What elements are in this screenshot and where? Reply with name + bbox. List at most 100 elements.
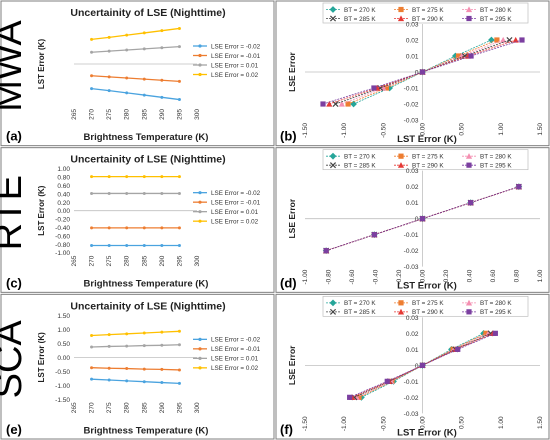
x-tick-label: 280 [124,402,131,413]
line-chart: MWA Uncertainity of LSE (Nighttime) LST Er… [0,7,261,143]
data-point [125,344,129,348]
legend-label: BT = 280 K [480,153,512,160]
legend-label: BT = 270 K [344,7,376,14]
x-tick-label: -1.00 [341,123,348,138]
legend-marker [198,200,202,204]
data-point [90,50,94,54]
y-axis-title: LST Error (K) [37,39,46,90]
data-point [90,377,94,381]
legend-marker [329,152,337,160]
data-point [107,333,111,337]
data-point [107,75,111,79]
legend-label: BT = 275 K [412,7,444,14]
series-line [91,330,180,337]
x-tick-label: 0.50 [459,123,466,136]
data-point [142,226,146,230]
x-tick-label: 275 [106,109,113,120]
legend-label: BT = 270 K [344,153,376,160]
chart-title: Uncertainity of LSE (Nighttime) [70,7,225,19]
x-tick-label: 1.50 [537,123,544,136]
y-tick-label: -0.60 [55,233,70,240]
legend-label: LSE Error = -0.02 [211,190,261,197]
data-point [90,334,94,337]
legend-label: BT = 280 K [480,300,512,307]
series-line [326,186,519,252]
y-tick-label: -0.80 [55,242,70,249]
y-tick-label: 0.01 [406,54,419,61]
x-axis-title: LST Error (K) [397,427,457,438]
x-tick-label: 0.00 [420,416,427,429]
x-tick-label: 265 [71,109,78,120]
x-axis-title: LST Error (K) [397,281,457,292]
legend-marker [329,15,337,22]
data-point [371,232,377,238]
x-tick-label: 295 [176,109,183,120]
y-axis-title: LSE Error [287,51,297,91]
y-tick-label: 0.20 [57,200,70,207]
x-tick-label: -1.50 [302,416,309,431]
y-tick-label: 0.02 [406,38,419,45]
legend-box [322,295,529,317]
x-tick-label: -1.00 [302,269,309,284]
data-point [125,33,129,37]
panel-label: (b) [280,129,297,144]
legend-label: BT = 275 K [412,153,444,160]
x-axis-title: Brightness Temperature (K) [84,279,209,290]
y-axis-title: LST Error (K) [37,332,46,383]
legend-label: LSE Error = 0.01 [211,356,259,363]
legend-marker [329,162,337,169]
series-line [91,27,180,41]
panel-label: (a) [6,129,22,144]
legend-marker [397,162,405,168]
data-point [494,37,500,43]
legend-marker [198,44,202,48]
x-tick-label: 0.00 [420,269,427,282]
data-point [90,37,94,41]
panel-label: (d) [280,275,297,290]
data-point [90,244,94,248]
x-axis-title: LST Error (K) [397,134,457,145]
x-tick-label: 275 [106,255,113,266]
legend-marker [198,72,202,77]
scatter-chart: BT = 270 K BT = 275 K BT = 280 K BT = 285 K… [287,149,544,292]
x-tick-label: -0.80 [326,269,333,284]
legend-label: BT = 285 K [344,162,376,169]
legend-label: BT = 270 K [344,300,376,307]
x-tick-label: 290 [159,255,166,266]
data-point [107,49,111,53]
x-tick-label: 0.40 [467,269,474,282]
y-tick-label: 0.00 [57,208,70,215]
x-tick-label: 1.00 [498,123,505,136]
legend-marker [198,347,202,351]
x-axis-title: Brightness Temperature (K) [84,132,209,143]
panel-border [0,147,275,293]
y-tick-label: -0.01 [404,379,419,386]
data-point [160,381,164,385]
data-point [160,29,164,33]
data-point [519,37,525,43]
legend-label: LSE Error = -0.01 [211,199,261,206]
legend-marker [198,210,202,214]
panel-border [0,0,275,147]
y-tick-label: 0.40 [57,191,70,198]
scatter-chart: BT = 270 K BT = 275 K BT = 280 K BT = 285 K… [287,295,544,438]
legend-marker [398,153,404,159]
x-tick-label: 290 [159,109,166,120]
data-point [142,191,146,195]
x-tick-label: 285 [141,109,148,120]
data-point [160,226,164,230]
data-point [345,101,351,107]
legend-label: LSE Error = 0.02 [211,218,259,225]
x-tick-label: 0.80 [514,269,521,282]
data-point [177,191,181,195]
series-line [91,344,180,348]
data-point [177,79,181,83]
data-point [177,226,181,230]
legend-label: LSE Error = -0.02 [211,43,261,50]
y-tick-label: 0 [415,216,419,223]
x-tick-label: 265 [71,402,78,413]
y-tick-label: 1.00 [57,166,70,173]
data-point [107,244,111,248]
method-label: RTE [0,175,30,250]
data-point [125,91,129,95]
